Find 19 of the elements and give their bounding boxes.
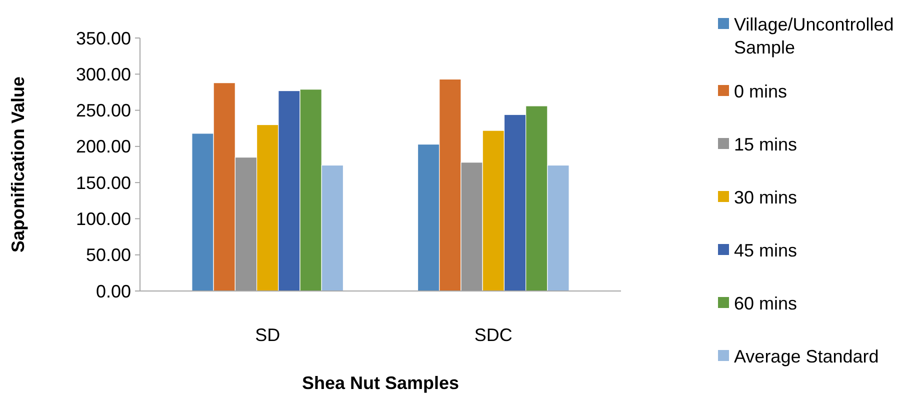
y-tick-label: 250.00 xyxy=(76,100,131,121)
legend-label: 30 mins xyxy=(734,187,798,208)
x-axis-title: Shea Nut Samples xyxy=(302,373,460,393)
y-tick-label: 350.00 xyxy=(76,28,131,48)
y-tick-label: 100.00 xyxy=(76,209,131,230)
y-axis-title: Saponification Value xyxy=(8,76,28,253)
y-tick-label: 50.00 xyxy=(86,245,131,266)
legend-label: Average Standard xyxy=(734,346,879,366)
x-tick-label: SD xyxy=(255,325,280,345)
x-tick-label: SDC xyxy=(474,325,512,345)
y-tick-label: 300.00 xyxy=(76,64,131,84)
y-tick-label: 150.00 xyxy=(76,172,131,193)
y-tick-label: 200.00 xyxy=(76,136,131,157)
legend-label: Village/Uncontrolled Sample xyxy=(734,14,894,58)
legend-label: 15 mins xyxy=(734,134,798,154)
legend-label: 60 mins xyxy=(734,293,798,314)
legend-label: 45 mins xyxy=(734,240,798,260)
y-tick-label: 0.00 xyxy=(96,281,131,302)
legend-label: 0 mins xyxy=(734,81,788,102)
